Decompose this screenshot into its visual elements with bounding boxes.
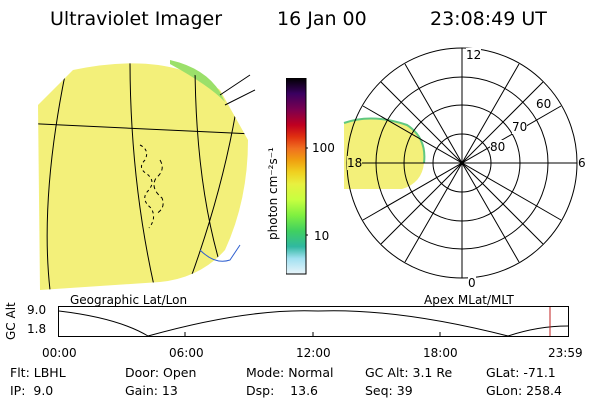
mlt-label-6: 6	[578, 156, 586, 170]
gc-alt-value: GC Alt: 3.1 Re	[365, 365, 453, 380]
colorbar-tick-100: 100	[312, 141, 335, 155]
geo-longitude-line	[129, 63, 156, 291]
altitude-ylabel: GC Alt	[4, 302, 18, 340]
glat-value: GLat: -71.1	[486, 365, 556, 380]
altitude-curve	[58, 310, 569, 337]
mlt-meridian	[362, 105, 562, 221]
altitude-xtick-0000: 00:00	[42, 346, 77, 360]
colorbar-gradient	[286, 78, 307, 275]
door-value: Door: Open	[125, 365, 197, 380]
colorbar	[286, 78, 308, 275]
mlt-label-0: 0	[468, 276, 476, 290]
altitude-xtick-0600: 06:00	[169, 346, 204, 360]
altitude-ytick-9: 9.0	[27, 303, 47, 317]
altitude-ytick-1.8: 1.8	[27, 322, 47, 336]
altitude-xtick-1200: 12:00	[296, 346, 331, 360]
gain-value: Gain: 13	[125, 383, 178, 398]
geo-latitude-line	[38, 122, 248, 135]
coastline	[153, 159, 164, 215]
image-date: 16 Jan 00	[277, 8, 367, 30]
image-time: 23:08:49 UT	[430, 8, 547, 30]
dsp-value: Dsp: 13.6	[246, 383, 319, 398]
polar-plot-panel	[343, 47, 578, 279]
limb-brightening	[170, 60, 225, 102]
geo-grid-edge	[219, 74, 256, 106]
polar-panel-label: Apex MLat/MLT	[424, 293, 514, 307]
colorbar-unit-label: photon cm⁻²s⁻¹	[266, 147, 280, 240]
filter-value: Flt: LBHL	[10, 365, 66, 380]
geographic-image-panel	[38, 60, 256, 291]
glon-value: GLon: 258.4	[486, 383, 562, 398]
geo-longitude-line	[46, 74, 66, 291]
auroral-image-fill	[38, 63, 248, 291]
polar-oval-edge	[343, 117, 426, 164]
mlt-label-12: 12	[466, 48, 482, 62]
altitude-plot	[58, 306, 569, 337]
mlt-label-18: 18	[347, 156, 363, 170]
mlat-label-60: 60	[536, 97, 552, 111]
altitude-plot-frame	[58, 306, 569, 337]
mode-value: Mode: Normal	[246, 365, 334, 380]
altitude-xtick-1800: 18:00	[423, 346, 458, 360]
coastline-blue	[199, 244, 241, 262]
seq-value: Seq: 39	[365, 383, 413, 398]
mlat-label-70: 70	[512, 120, 528, 134]
ip-value: IP: 9.0	[10, 383, 54, 398]
altitude-xtick-2359: 23:59	[548, 346, 583, 360]
mlat-label-80: 80	[490, 140, 506, 154]
instrument-title: Ultraviolet Imager	[50, 8, 223, 30]
colorbar-tick-10: 10	[314, 229, 330, 243]
geo-panel-label: Geographic Lat/Lon	[70, 293, 188, 307]
